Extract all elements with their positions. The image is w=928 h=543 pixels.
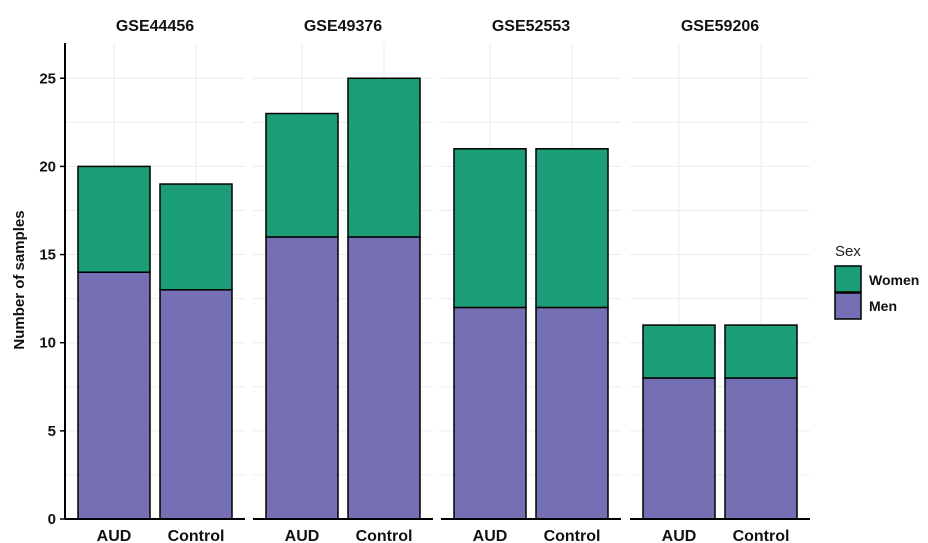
bar-segment-women xyxy=(453,148,527,309)
y-tick-label: 5 xyxy=(48,423,56,440)
bar-segment-women xyxy=(265,112,339,238)
bar-segment-women xyxy=(159,183,233,291)
y-tick-label: 25 xyxy=(39,70,56,87)
axis-layer xyxy=(60,43,810,520)
x-tick-label: AUD xyxy=(285,528,320,543)
bar-segment-men xyxy=(535,306,609,520)
y-tick-label: 20 xyxy=(39,158,56,175)
x-tick-label: AUD xyxy=(473,528,508,543)
x-tick-label: AUD xyxy=(97,528,132,543)
y-tick-label: 10 xyxy=(39,335,56,352)
bar-segment-men xyxy=(642,377,716,520)
y-axis-title: Number of samples xyxy=(11,210,28,349)
legend-label-women: Women xyxy=(869,272,919,288)
bar-segment-women xyxy=(642,324,716,379)
legend-swatch-men xyxy=(834,292,862,320)
y-tick-label: 15 xyxy=(39,247,56,264)
panel-title: GSE49376 xyxy=(304,18,382,35)
legend-swatch-women xyxy=(834,265,862,293)
bar-segment-women xyxy=(535,148,609,309)
x-tick-label: Control xyxy=(356,528,413,543)
bar-segment-men xyxy=(724,377,798,520)
x-tick-label: Control xyxy=(733,528,790,543)
bar-segment-men xyxy=(347,236,421,520)
x-tick-label: Control xyxy=(544,528,601,543)
bar-layer xyxy=(77,77,798,520)
legend: Sex Women Men xyxy=(834,243,919,320)
y-tick-label: 0 xyxy=(48,511,56,528)
bar-segment-men xyxy=(159,289,233,520)
bar-segment-women xyxy=(347,77,421,238)
panel-title: GSE44456 xyxy=(116,18,194,35)
x-tick-label: AUD xyxy=(662,528,697,543)
legend-title: Sex xyxy=(835,243,861,260)
legend-label-men: Men xyxy=(869,298,897,314)
panel-title: GSE59206 xyxy=(681,18,759,35)
bar-segment-men xyxy=(77,271,151,520)
x-tick-label: Control xyxy=(168,528,225,543)
bar-segment-men xyxy=(265,236,339,520)
panel-title: GSE52553 xyxy=(492,18,570,35)
bar-segment-women xyxy=(724,324,798,379)
bar-segment-men xyxy=(453,306,527,520)
bar-segment-women xyxy=(77,165,151,273)
text-layer: AUD Control GSE44456 AUD Control GSE49376 AUD C… xyxy=(39,18,789,543)
